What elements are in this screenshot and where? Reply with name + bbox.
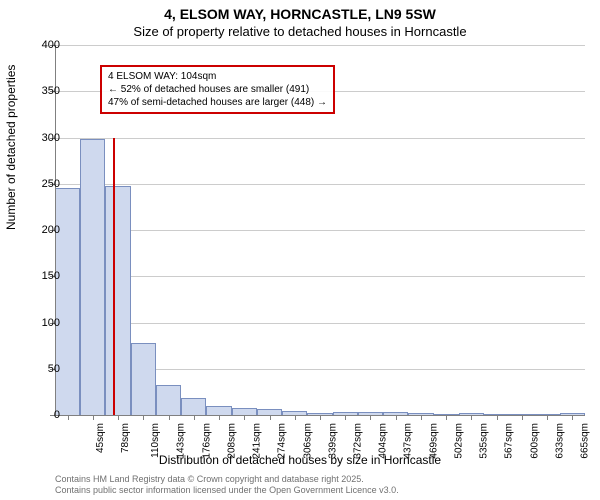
annotation-line1: 4 ELSOM WAY: 104sqm: [108, 70, 327, 83]
y-tick-label: 150: [20, 270, 60, 282]
property-marker-line: [113, 138, 115, 416]
credits-line2: Contains public sector information licen…: [55, 485, 399, 496]
x-tick-label: 469sqm: [428, 423, 439, 459]
gridline: [55, 138, 585, 139]
y-tick-label: 400: [20, 39, 60, 51]
x-tick-label: 78sqm: [120, 423, 131, 453]
y-tick-label: 250: [20, 178, 60, 190]
x-tick-label: 274sqm: [277, 423, 288, 459]
annotation-box: 4 ELSOM WAY: 104sqm← 52% of detached hou…: [100, 65, 335, 114]
credits-text: Contains HM Land Registry data © Crown c…: [55, 474, 399, 496]
y-tick-label: 300: [20, 132, 60, 144]
x-tick-label: 567sqm: [504, 423, 515, 459]
histogram-bar: [206, 406, 231, 415]
gridline: [55, 45, 585, 46]
histogram-bar: [55, 188, 80, 415]
x-tick-label: 241sqm: [252, 423, 263, 459]
x-tick-label: 208sqm: [226, 423, 237, 459]
histogram-bar: [105, 186, 130, 415]
x-tick-label: 404sqm: [378, 423, 389, 459]
y-tick-label: 200: [20, 224, 60, 236]
x-tick-label: 143sqm: [176, 423, 187, 459]
y-axis-label: Number of detached properties: [4, 65, 18, 230]
x-tick-label: 306sqm: [302, 423, 313, 459]
gridline: [55, 230, 585, 231]
y-tick-label: 0: [20, 409, 60, 421]
y-tick-label: 50: [20, 363, 60, 375]
chart-title-line2: Size of property relative to detached ho…: [0, 24, 600, 39]
x-tick-label: 535sqm: [479, 423, 490, 459]
plot-area: 4 ELSOM WAY: 104sqm← 52% of detached hou…: [55, 45, 585, 415]
x-tick-label: 502sqm: [454, 423, 465, 459]
x-tick-label: 45sqm: [95, 423, 106, 453]
gridline: [55, 276, 585, 277]
x-tick-label: 600sqm: [529, 423, 540, 459]
x-tick-label: 372sqm: [353, 423, 364, 459]
histogram-bar: [80, 139, 105, 415]
x-tick-label: 665sqm: [580, 423, 591, 459]
histogram-bar: [181, 398, 206, 415]
x-tick-label: 176sqm: [201, 423, 212, 459]
gridline: [55, 323, 585, 324]
x-tick-label: 633sqm: [554, 423, 565, 459]
chart-title-line1: 4, ELSOM WAY, HORNCASTLE, LN9 5SW: [0, 6, 600, 22]
annotation-line3: 47% of semi-detached houses are larger (…: [108, 96, 327, 109]
histogram-bar: [156, 385, 181, 415]
annotation-line2: ← 52% of detached houses are smaller (49…: [108, 83, 327, 96]
x-axis-line: [55, 415, 585, 416]
x-tick-label: 437sqm: [403, 423, 414, 459]
histogram-bar: [232, 408, 257, 415]
histogram-bar: [131, 343, 156, 415]
x-tick-label: 339sqm: [327, 423, 338, 459]
x-tick-label: 110sqm: [150, 423, 161, 458]
credits-line1: Contains HM Land Registry data © Crown c…: [55, 474, 399, 485]
gridline: [55, 184, 585, 185]
y-tick-label: 350: [20, 85, 60, 97]
chart-container: 4, ELSOM WAY, HORNCASTLE, LN9 5SW Size o…: [0, 0, 600, 500]
y-tick-label: 100: [20, 317, 60, 329]
